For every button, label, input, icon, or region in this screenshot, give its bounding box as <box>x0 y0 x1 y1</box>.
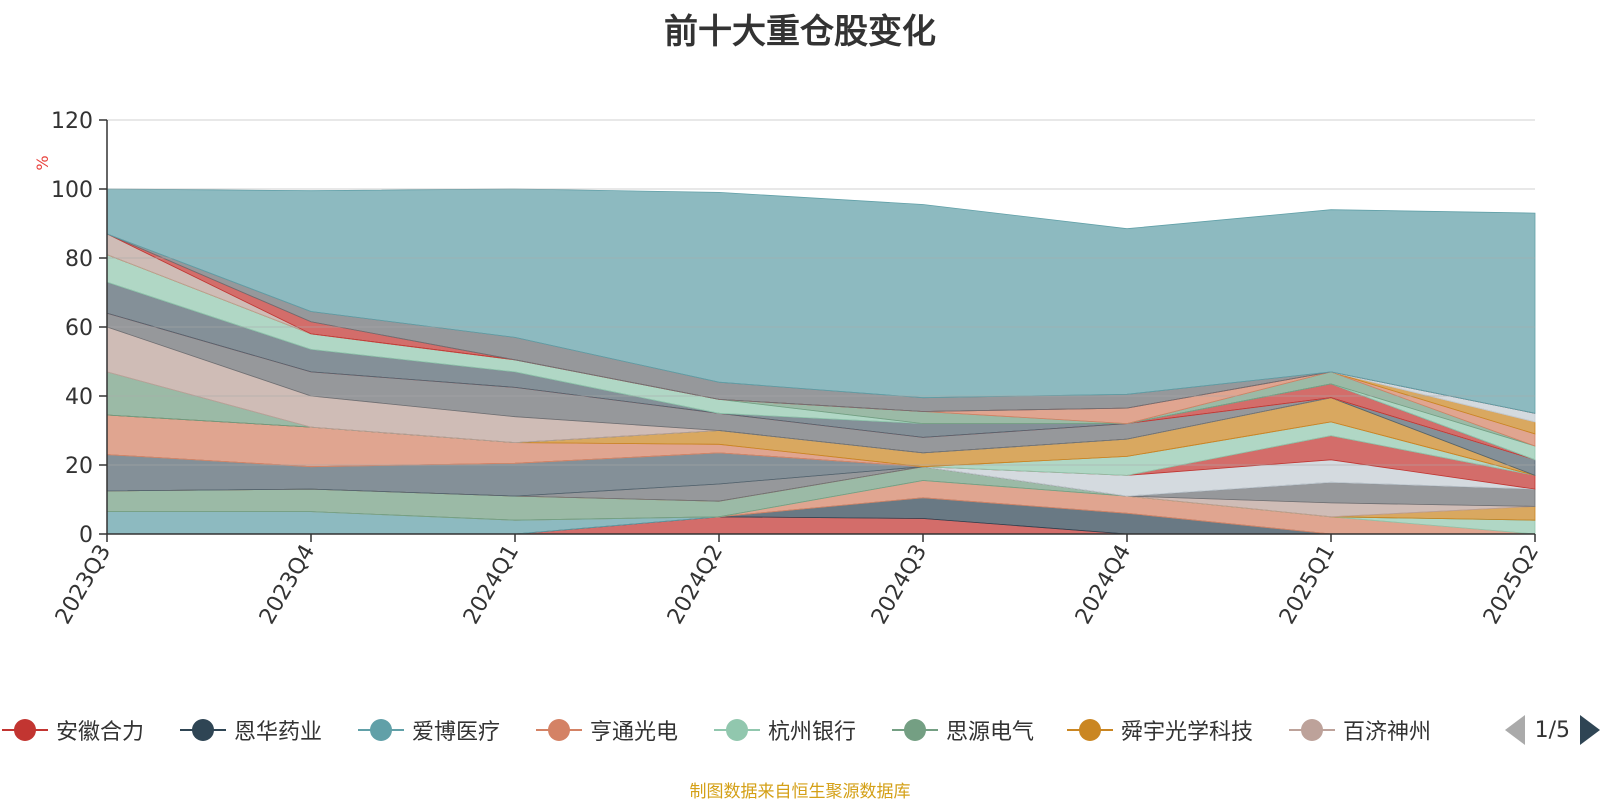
legend-item[interactable]: 杭州银行 <box>712 712 856 748</box>
legend-marker-icon <box>358 719 404 741</box>
y-tick-label: 40 <box>65 385 93 410</box>
x-tick-label: 2024Q3 <box>867 541 932 629</box>
legend-marker-icon <box>1067 719 1113 741</box>
legend-item[interactable]: 思源电气 <box>890 712 1034 748</box>
data-source-note: 制图数据来自恒生聚源数据库 <box>689 782 911 802</box>
legend-item[interactable]: 恩华药业 <box>178 712 322 748</box>
x-tick-label: 2024Q1 <box>459 541 524 629</box>
x-tick-label: 2024Q2 <box>663 541 728 629</box>
y-tick-label: 100 <box>51 178 93 203</box>
legend-marker-icon <box>2 719 48 741</box>
y-tick-label: 120 <box>51 109 93 134</box>
chart-legend: 安徽合力 恩华药业 爱博医疗 亨通光电 杭州银行 思源电气 舜宇光学科技 百济神州 <box>0 712 1600 748</box>
legend-marker-icon <box>536 719 582 741</box>
y-tick-label: 20 <box>65 454 93 479</box>
x-tick-label: 2023Q3 <box>51 541 116 629</box>
legend-item[interactable]: 安徽合力 <box>0 712 144 748</box>
area-series-30[interactable] <box>106 188 1536 414</box>
legend-item[interactable]: 舜宇光学科技 <box>1065 712 1253 748</box>
y-tick-label: 80 <box>65 247 93 272</box>
x-tick-label: 2025Q2 <box>1479 541 1544 629</box>
x-tick-label: 2024Q4 <box>1071 541 1136 629</box>
legend-marker-icon <box>892 719 938 741</box>
legend-label: 思源电气 <box>946 720 1035 745</box>
y-axis-unit-label: % <box>33 155 52 170</box>
legend-item[interactable]: 爱博医疗 <box>356 712 500 748</box>
legend-item[interactable]: 亨通光电 <box>534 712 678 748</box>
legend-page-indicator: 1/5 <box>1534 717 1570 743</box>
x-tick-label: 2023Q4 <box>255 541 320 629</box>
legend-label: 恩华药业 <box>234 720 323 745</box>
legend-label: 百济神州 <box>1343 720 1432 745</box>
legend-label: 亨通光电 <box>590 720 679 745</box>
chart-title: 前十大重仓股变化 <box>664 12 936 52</box>
legend-marker-icon <box>714 719 760 741</box>
legend-item[interactable]: 百济神州 <box>1287 712 1431 748</box>
legend-marker-icon <box>180 719 226 741</box>
x-tick-label: 2025Q1 <box>1275 541 1340 629</box>
legend-label: 爱博医疗 <box>412 720 501 745</box>
stacked-area-chart: 0 20 40 60 80 100 120% 2023Q3 2023Q4 2024Q1 2024Q2… <box>33 109 1544 629</box>
legend-marker-icon <box>1289 719 1335 741</box>
legend-label: 杭州银行 <box>768 720 857 745</box>
legend-prev-page-button[interactable] <box>1504 715 1525 745</box>
legend-next-page-button[interactable] <box>1580 715 1600 745</box>
y-tick-label: 0 <box>79 523 93 548</box>
legend-pager: 1/5 <box>1504 712 1600 748</box>
legend-label: 安徽合力 <box>56 720 145 745</box>
y-tick-label: 60 <box>65 316 93 341</box>
legend-label: 舜宇光学科技 <box>1121 720 1254 745</box>
